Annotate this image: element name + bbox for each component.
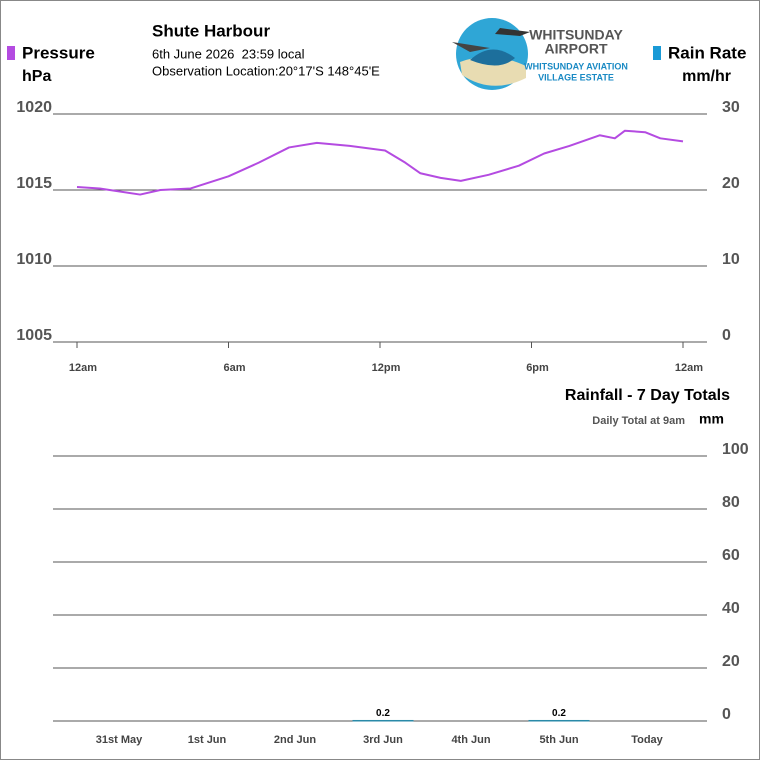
logo-text: VILLAGE ESTATE <box>538 72 614 82</box>
value-label: 0.2 <box>376 708 390 719</box>
bar <box>352 719 414 722</box>
y2-tick-label: 0 <box>722 327 731 344</box>
rain-unit: mm <box>699 411 724 427</box>
y-tick-label: 100 <box>722 441 749 458</box>
logo: WHITSUNDAY AIRPORT WHITSUNDAY AVIATION V… <box>452 18 628 90</box>
y-unit: hPa <box>22 68 51 85</box>
y-tick-label: 1005 <box>16 327 52 344</box>
station: Shute Harbour <box>152 21 270 40</box>
x-tick-label: 2nd Jun <box>274 734 316 746</box>
y-tick-label: 0 <box>722 706 731 723</box>
legend-swatch <box>653 46 661 60</box>
rain-subtitle: Daily Total at 9am <box>592 415 685 427</box>
x-tick-label: 12am <box>69 362 97 374</box>
logo-text: WHITSUNDAY AVIATION <box>524 61 628 71</box>
y2-tick-label: 20 <box>722 175 740 192</box>
legend-label: Rain Rate <box>668 43 746 62</box>
value-label: 0.2 <box>552 708 566 719</box>
y-tick-label: 1020 <box>16 99 52 116</box>
y-tick-label: 20 <box>722 653 740 670</box>
bar <box>528 719 590 722</box>
logo-text: AIRPORT <box>545 41 608 57</box>
y2-tick-label: 10 <box>722 251 740 268</box>
rain-title: Rainfall - 7 Day Totals <box>565 387 730 404</box>
x-tick-label: 6pm <box>526 362 549 374</box>
y-tick-label: 40 <box>722 600 740 617</box>
obs-location: Observation Location:20°17'S 148°45'E <box>152 63 380 78</box>
x-tick-label: 5th Jun <box>539 734 578 746</box>
logo-text: WHITSUNDAY <box>529 27 623 43</box>
y-tick-label: 60 <box>722 547 740 564</box>
x-tick-label: 4th Jun <box>451 734 490 746</box>
x-tick-label: 1st Jun <box>188 734 227 746</box>
y-tick-label: 1010 <box>16 251 52 268</box>
y2-unit: mm/hr <box>682 68 731 85</box>
x-tick-label: 12pm <box>372 362 401 374</box>
y2-tick-label: 30 <box>722 99 740 116</box>
x-tick-label: 12am <box>675 362 703 374</box>
x-tick-label: 31st May <box>96 734 143 746</box>
y-tick-label: 1015 <box>16 175 52 192</box>
pressure-line <box>76 129 684 196</box>
legend-label: Pressure <box>22 43 95 62</box>
obs-time: 6th June 2026 23:59 local <box>152 46 305 61</box>
x-tick-label: Today <box>631 734 663 746</box>
y-tick-label: 80 <box>722 494 740 511</box>
x-tick-label: 3rd Jun <box>363 734 403 746</box>
legend-swatch <box>7 46 15 60</box>
x-tick-label: 6am <box>223 362 245 374</box>
